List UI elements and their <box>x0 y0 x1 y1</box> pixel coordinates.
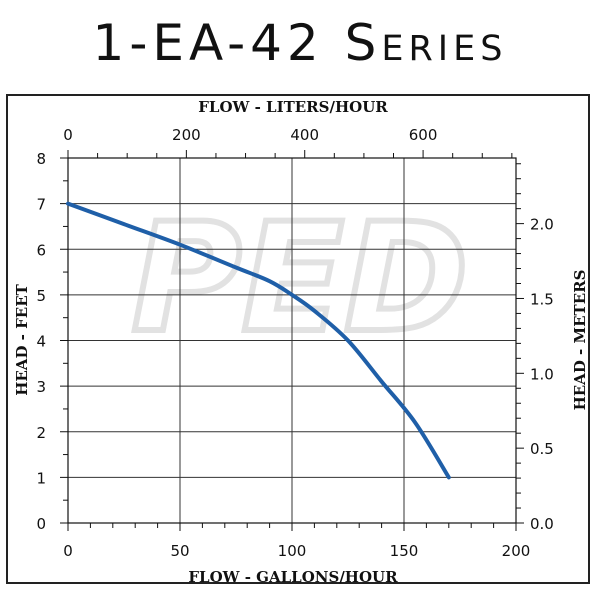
y-left-tick-label: 6 <box>36 241 46 259</box>
chart-title: 1-EA-42 Series <box>92 14 508 72</box>
flow-curve-line <box>66 201 451 480</box>
y-left-tick-label: 2 <box>36 424 46 442</box>
y-right-axis-title: HEAD - METERS <box>571 270 589 411</box>
y-right-tick-label: 2.0 <box>530 216 554 234</box>
y-left-tick-label: 0 <box>36 515 46 533</box>
y-right-tick-label: 0.5 <box>530 440 554 458</box>
y-left-tick-label: 7 <box>36 196 46 214</box>
chart-frame <box>6 94 590 584</box>
x-bottom-axis-title: FLOW - GALLONS/HOUR <box>188 568 398 586</box>
plot-area-border <box>67 157 517 524</box>
y-left-axis-title: HEAD - FEET <box>13 283 31 395</box>
y-right-tick-label: 1.5 <box>530 290 554 308</box>
x-top-axis-title: FLOW - LITERS/HOUR <box>198 98 388 116</box>
y-left-tick-label: 4 <box>36 333 46 351</box>
x-bottom-tick-label: 100 <box>278 542 307 560</box>
x-bottom-tick-label: 0 <box>63 542 73 560</box>
x-bottom-tick-label: 50 <box>170 542 189 560</box>
x-top-tick-label: 0 <box>63 126 73 144</box>
x-bottom-tick-label: 150 <box>390 542 419 560</box>
x-top-tick-label: 200 <box>172 126 201 144</box>
axis-ticks <box>60 150 524 531</box>
y-right-tick-label: 1.0 <box>530 365 554 383</box>
watermark-logo: PED <box>132 192 469 366</box>
y-left-tick-label: 8 <box>36 150 46 168</box>
y-left-tick-label: 5 <box>36 287 46 305</box>
x-bottom-tick-label: 200 <box>502 542 531 560</box>
x-top-tick-label: 600 <box>409 126 438 144</box>
y-left-tick-label: 3 <box>36 378 46 396</box>
x-top-tick-label: 400 <box>290 126 319 144</box>
y-left-tick-label: 1 <box>36 469 46 487</box>
tick-labels: 0 50 100 150 200 0 200 400 600 0 1 2 3 4 5 6 7 8 0.0 0.5 1.0… <box>36 126 553 560</box>
y-right-tick-label: 0.0 <box>530 515 554 533</box>
